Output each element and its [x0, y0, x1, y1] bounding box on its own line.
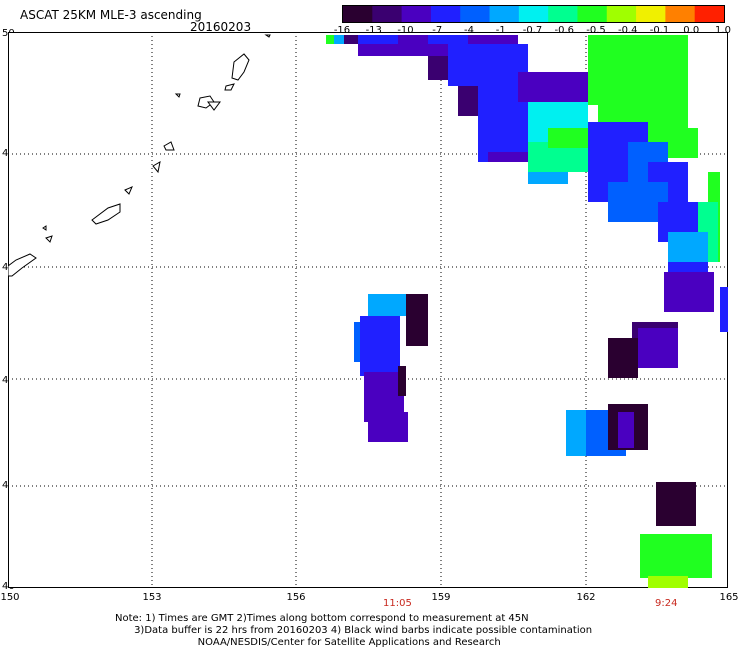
wind-swath-north: [326, 35, 728, 332]
lon-label-153: 153: [142, 592, 162, 603]
lon-label-150: 150: [0, 592, 20, 603]
colorbar-swatch: [636, 6, 666, 22]
colorbar-label: -0.6: [554, 25, 575, 36]
colorbar-swatch: [372, 6, 403, 22]
footer-note: Note: 1) Times are GMT 2)Times along bot…: [115, 613, 593, 648]
pass-time-1: 11:05: [383, 598, 412, 609]
colorbar-label: -0.5: [586, 25, 606, 36]
map-title: ASCAT 25KM MLE-3 ascending: [20, 8, 202, 22]
colorbar-swatch: [577, 6, 608, 22]
colorbar-label: -4: [464, 25, 474, 36]
colorbar-label: -10: [397, 25, 414, 36]
colorbar-label: -0.7: [522, 25, 543, 36]
colorbar-swatch: [606, 6, 637, 22]
colorbar-swatch: [694, 6, 724, 22]
colorbar-swatch: [518, 6, 549, 22]
colorbar-label: -16: [333, 25, 351, 36]
colorbar-swatch: [343, 6, 373, 22]
colorbar-swatch: [548, 6, 578, 22]
pass-time-2: 9:24: [655, 598, 678, 609]
colorbar-labels: -16 -13 -10 -7 -4 -1 -0.7 -0.6 -0.5 -0.4 -0.1 0.0 1.…: [320, 25, 740, 39]
colorbar: [342, 5, 725, 23]
wind-swath-west: [354, 294, 428, 442]
lon-label-159: 159: [431, 592, 451, 603]
colorbar-swatch: [460, 6, 491, 22]
colorbar-label: -0.4: [617, 25, 638, 36]
colorbar-label: -1: [495, 25, 506, 36]
lon-label-165: 165: [719, 592, 739, 603]
wind-swath-east: [566, 322, 712, 588]
colorbar-swatch: [489, 6, 520, 22]
coastlines: [8, 34, 271, 277]
colorbar-label: -7: [432, 25, 443, 36]
colorbar-label: -0.1: [649, 25, 670, 36]
map-panel: [8, 32, 728, 588]
colorbar-label: 0.0: [683, 25, 700, 36]
colorbar-label: 1.0: [715, 25, 731, 36]
lon-label-156: 156: [286, 592, 306, 603]
colorbar-swatch: [401, 6, 432, 22]
colorbar-label: -13: [365, 25, 382, 36]
lon-label-162: 162: [576, 592, 596, 603]
colorbar-swatch: [430, 6, 461, 22]
map-date: 20160203: [190, 20, 252, 34]
colorbar-swatch: [665, 6, 696, 22]
